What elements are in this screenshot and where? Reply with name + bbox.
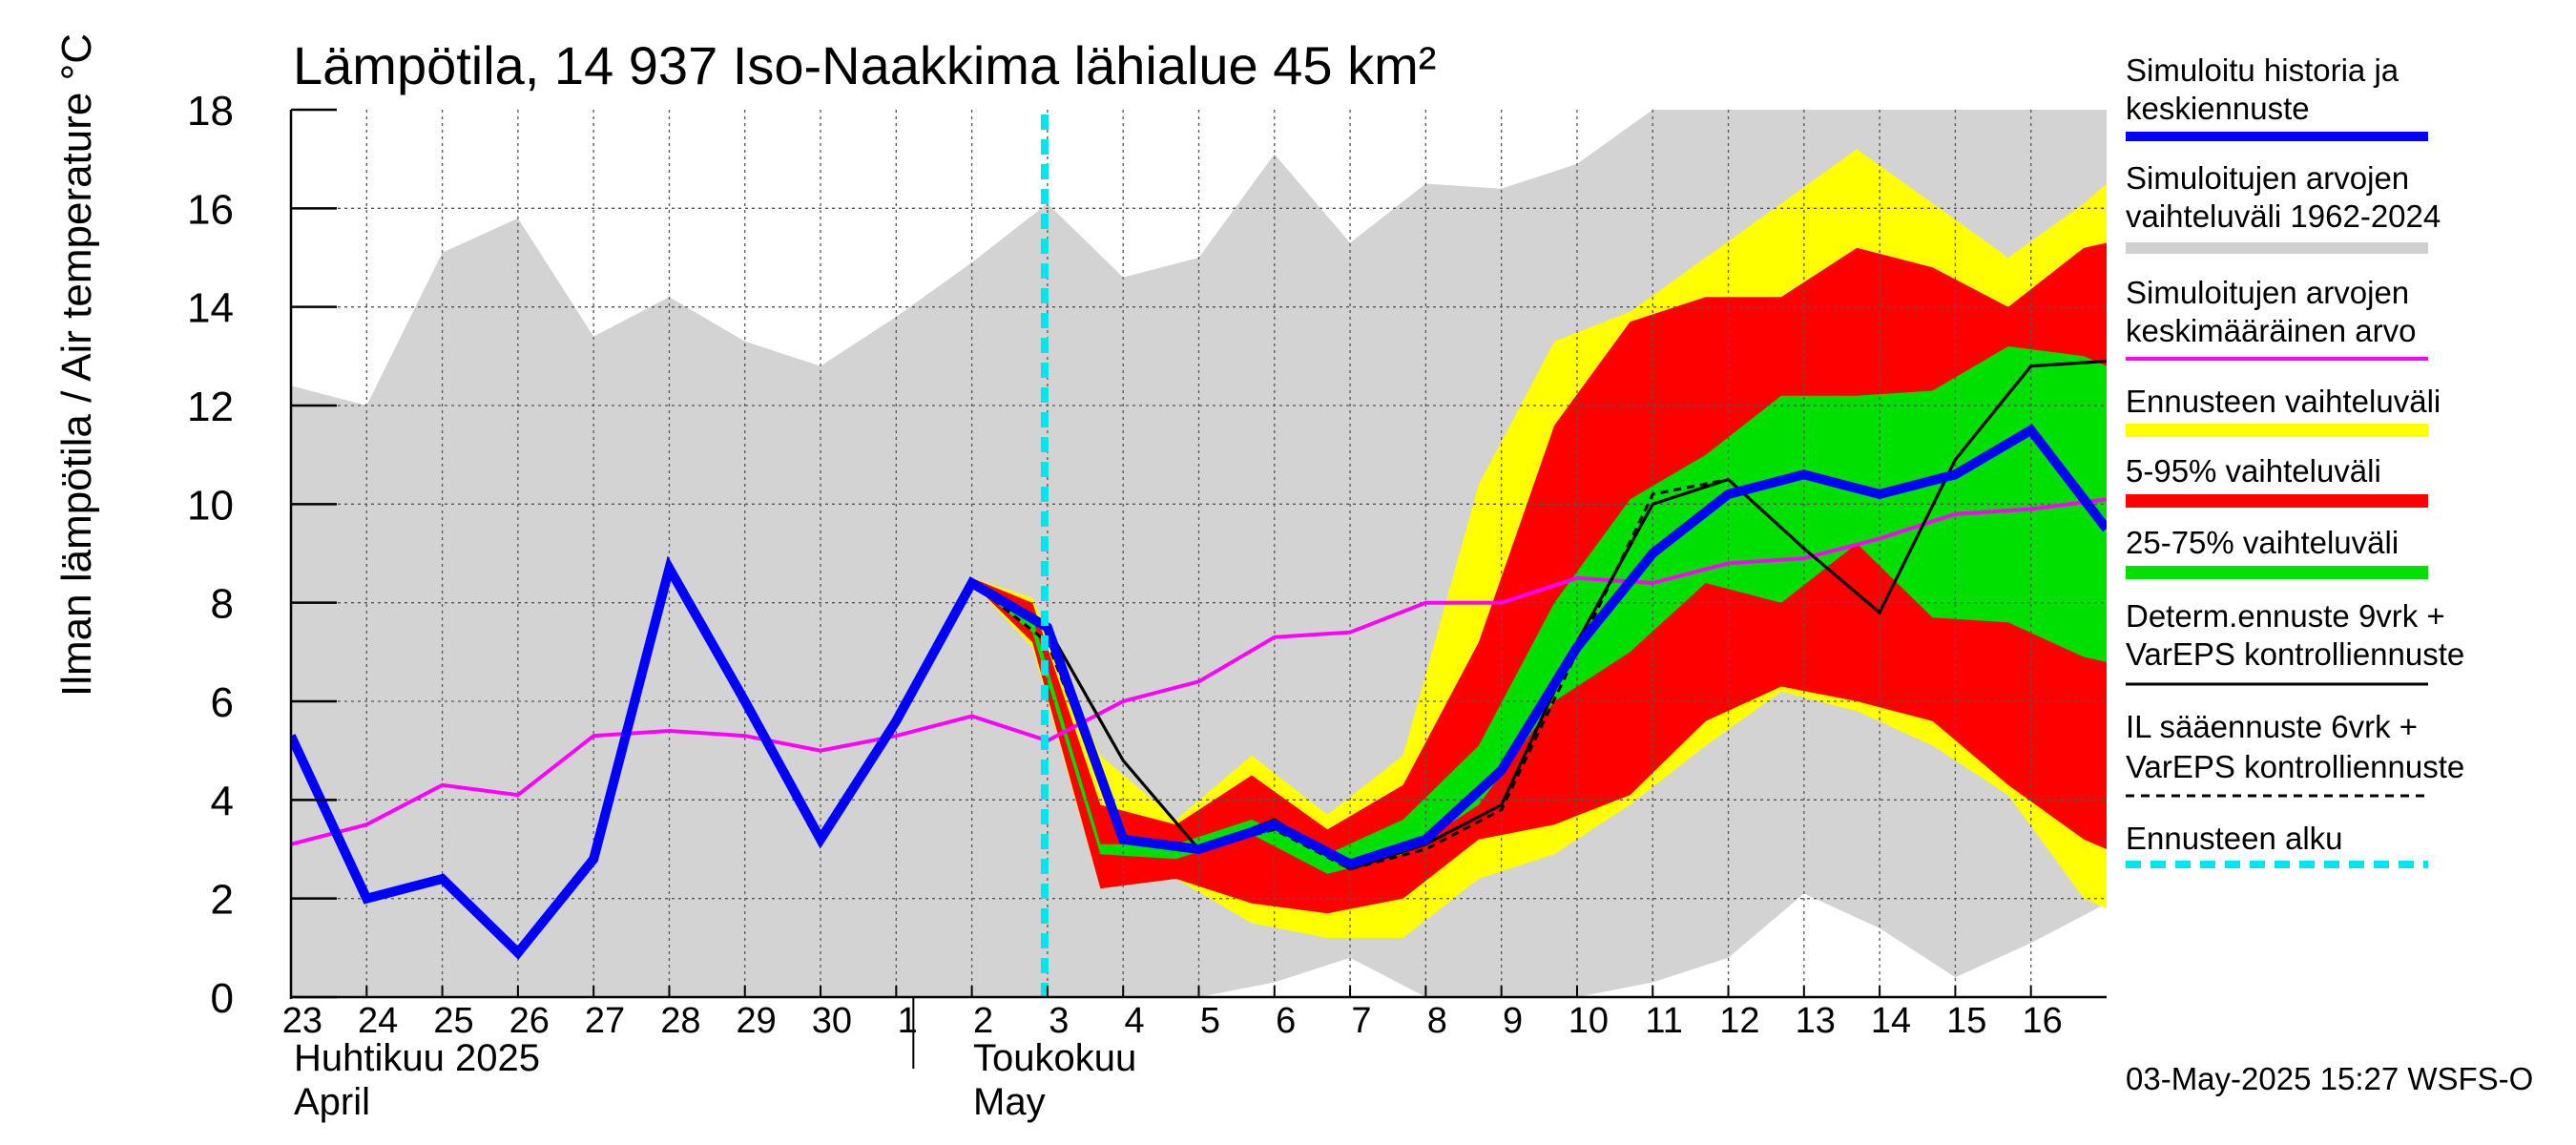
- x-tick-label: 16: [2022, 1001, 2062, 1041]
- x-tick-label: 6: [1276, 1001, 1296, 1041]
- x-tick-label: 7: [1351, 1001, 1371, 1041]
- month-label-may-fi: Toukokuu: [973, 1037, 1136, 1079]
- x-tick-label: 26: [509, 1001, 550, 1041]
- x-tick-label: 8: [1427, 1001, 1447, 1041]
- grid-layer: [291, 110, 2107, 997]
- x-tick-label: 2: [973, 1001, 993, 1041]
- x-tick-label: 30: [812, 1001, 852, 1041]
- legend-label-determ-1: Determ.ennuste 9vrk +: [2126, 598, 2445, 634]
- x-tick-label: 13: [1796, 1001, 1836, 1041]
- y-tick-label: 18: [187, 88, 234, 135]
- legend-label-p5-95: 5-95% vaihteluväli: [2126, 453, 2381, 489]
- x-tick-label: 1: [898, 1001, 918, 1041]
- axes-layer: [289, 108, 2107, 1069]
- legend-label-p25-75: 25-75% vaihteluväli: [2126, 525, 2399, 560]
- y-tick-label: 14: [187, 285, 234, 332]
- y-tick-label: 12: [187, 384, 234, 430]
- legend-label-il-2: VarEPS kontrolliennuste: [2126, 749, 2464, 784]
- x-tick-label: 5: [1200, 1001, 1220, 1041]
- x-tick-label: 24: [358, 1001, 398, 1041]
- legend-label-forecast-range: Ennusteen vaihteluväli: [2126, 384, 2441, 419]
- y-tick-labels: 0 2 4 6 8 10 12 14 16 18: [187, 88, 234, 1022]
- legend-label-mean-1: Simuloitujen arvojen: [2126, 275, 2409, 310]
- chart-title: Lämpötila, 14 937 Iso-Naakkima lähialue …: [293, 35, 1436, 95]
- y-tick-label: 6: [211, 679, 234, 726]
- y-tick-label: 8: [211, 581, 234, 628]
- month-label-april-fi: Huhtikuu 2025: [294, 1037, 540, 1079]
- x-tick-label: 15: [1946, 1001, 1986, 1041]
- y-tick-label: 2: [211, 877, 234, 924]
- y-tick-label: 16: [187, 186, 234, 233]
- legend-label-mean-2: keskimääräinen arvo: [2126, 313, 2416, 348]
- x-tick-label: 27: [585, 1001, 625, 1041]
- legend-label-hist-range-2: vaihteluväli 1962-2024: [2126, 198, 2441, 234]
- series-determ-forecast-line: [970, 359, 2107, 871]
- series-mean-line: [291, 497, 2107, 846]
- x-tick-label: 23: [282, 1001, 322, 1041]
- y-tick-label: 4: [211, 778, 234, 824]
- x-tick-label: 10: [1568, 1001, 1609, 1041]
- month-label-may-en: May: [973, 1081, 1046, 1123]
- series-lines-layer: [291, 114, 2107, 997]
- x-tick-labels: 23 24 25 26 27 28 29 30 1 2 3 4 5 6 7 8 9 10 11 12 13 14 15 16: [282, 1001, 2063, 1041]
- x-tick-label: 11: [1645, 1001, 1682, 1041]
- footer-timestamp: 03-May-2025 15:27 WSFS-O: [2126, 1061, 2533, 1096]
- x-tick-label: 29: [737, 1001, 777, 1041]
- legend-label-sim-history-1: Simuloitu historia ja: [2126, 52, 2399, 88]
- y-tick-label: 0: [211, 975, 234, 1022]
- month-label-april-en: April: [294, 1081, 370, 1123]
- x-tick-label: 9: [1503, 1001, 1523, 1041]
- x-tick-label: 3: [1049, 1001, 1069, 1041]
- legend-label-sim-history-2: keskiennuste: [2126, 91, 2310, 126]
- legend-label-hist-range-1: Simuloitujen arvojen: [2126, 160, 2409, 196]
- x-tick-label: 28: [660, 1001, 700, 1041]
- legend-label-forecast-start: Ennusteen alku: [2126, 821, 2343, 856]
- x-tick-label: 25: [433, 1001, 473, 1041]
- legend-label-determ-2: VarEPS kontrolliennuste: [2126, 636, 2464, 672]
- x-tick-label: 12: [1719, 1001, 1759, 1041]
- legend-label-il-1: IL sääennuste 6vrk +: [2126, 709, 2418, 744]
- legend: Simuloitu historia ja keskiennuste Simul…: [2126, 52, 2464, 868]
- y-tick-label: 10: [187, 482, 234, 529]
- x-tick-label: 14: [1871, 1001, 1911, 1041]
- series-sim-history-line: [291, 424, 2107, 960]
- y-axis-label: Ilman lämpötila / Air temperature °C: [53, 33, 100, 697]
- x-tick-label: 4: [1125, 1001, 1145, 1041]
